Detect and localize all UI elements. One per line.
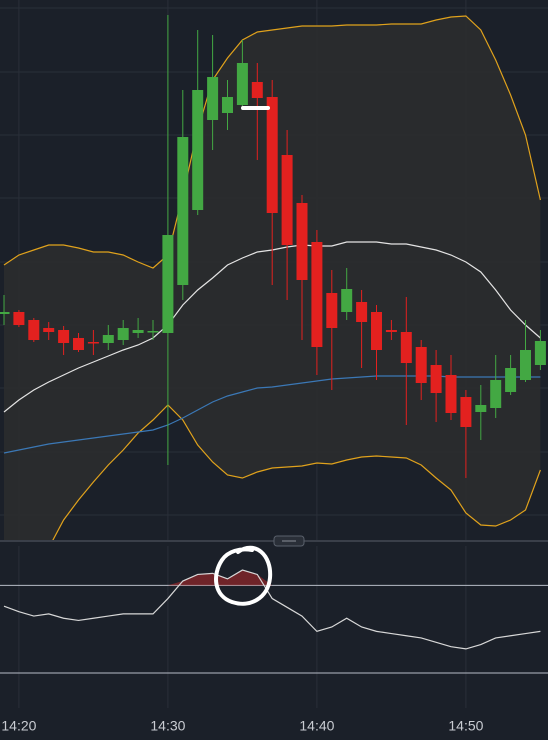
- candle-body: [534, 341, 546, 365]
- candle-body: [326, 293, 338, 328]
- candle-body: [162, 235, 174, 333]
- x-tick-label: 14:50: [448, 718, 483, 734]
- candle-body: [445, 375, 457, 413]
- candle-body: [147, 331, 159, 333]
- indicator-line: [52, 404, 541, 540]
- candle-body: [296, 203, 308, 280]
- candle-body: [0, 312, 10, 314]
- candle-body: [28, 320, 40, 340]
- candle-body: [222, 97, 233, 113]
- candle-body: [13, 312, 25, 325]
- candle-body: [371, 312, 382, 350]
- time-axis: 14:20 14:30 14:40 14:50: [1, 718, 483, 734]
- candle-body: [311, 242, 323, 347]
- candle-body: [73, 338, 84, 350]
- oscillator-line: [3, 569, 541, 650]
- candle-body: [117, 328, 129, 340]
- x-tick-label: 14:20: [1, 718, 36, 734]
- candle-body: [490, 380, 502, 408]
- candle-body: [356, 302, 368, 322]
- candle-body: [192, 90, 204, 210]
- candle-body: [177, 137, 189, 285]
- candle-body: [385, 330, 397, 332]
- candle-body: [58, 330, 70, 343]
- x-tick-label: 14:40: [299, 718, 334, 734]
- indicator-line: [3, 15, 541, 269]
- candle-body: [132, 330, 144, 333]
- candle-body: [520, 350, 531, 380]
- indicator-panel: [0, 546, 548, 708]
- candle-body: [460, 397, 472, 427]
- candle-body: [251, 82, 263, 98]
- candle-body: [87, 342, 99, 344]
- candle-body: [281, 155, 293, 245]
- candle-body: [475, 405, 487, 412]
- drawing-circle: [214, 545, 273, 606]
- price-panel: [0, 0, 548, 540]
- candle-body: [207, 77, 219, 120]
- x-tick-label: 14:30: [150, 718, 185, 734]
- candle-body: [505, 368, 517, 392]
- candle-body: [102, 335, 114, 343]
- candle-body: [266, 97, 278, 213]
- candle-body: [43, 328, 55, 332]
- candle-body: [415, 347, 427, 383]
- candle-body: [430, 365, 442, 393]
- candle-body: [236, 63, 248, 105]
- candle-body: [341, 289, 353, 312]
- candle-body: [400, 332, 412, 363]
